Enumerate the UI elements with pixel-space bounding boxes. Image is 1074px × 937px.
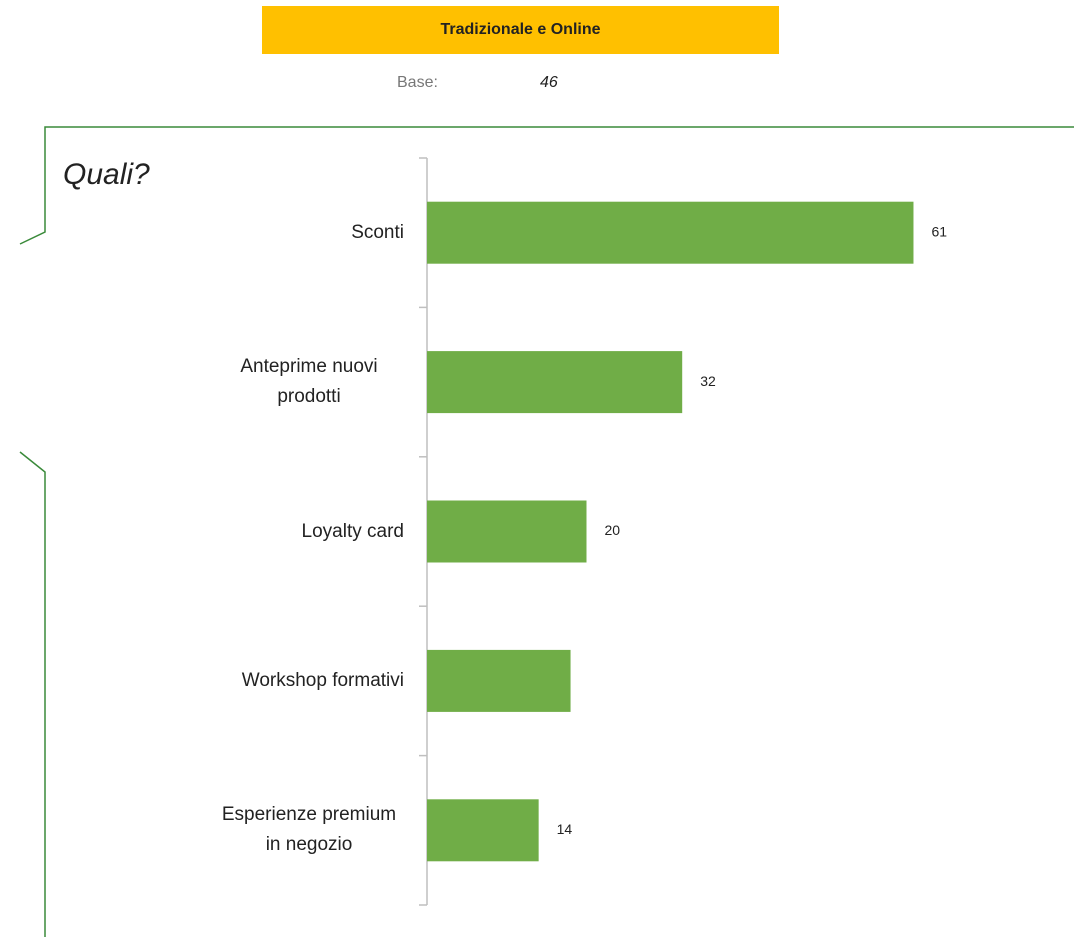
- category-label: Workshop formativi: [241, 669, 404, 691]
- header-title: Tradizionale e Online: [262, 6, 779, 54]
- bar: [427, 201, 914, 264]
- category-label: Loyalty card: [301, 520, 404, 542]
- category-label: Sconti: [351, 221, 404, 243]
- callout-border: [19, 126, 1074, 245]
- value-label: 14: [557, 821, 573, 837]
- callout-border: [19, 451, 46, 937]
- value-label: 61: [931, 223, 947, 239]
- base-value: 46: [540, 74, 558, 91]
- bar: [427, 649, 571, 712]
- category-label: Esperienze premium in negozio: [221, 804, 397, 856]
- bar: [427, 799, 539, 862]
- value-label: 32: [700, 373, 716, 389]
- category-label: Anteprime nuovi prodotti: [240, 356, 378, 408]
- value-label: 20: [605, 522, 621, 538]
- chart-title: Quali?: [63, 158, 150, 191]
- bar: [427, 351, 683, 414]
- bar: [427, 500, 587, 563]
- base-label: Base:: [397, 74, 438, 91]
